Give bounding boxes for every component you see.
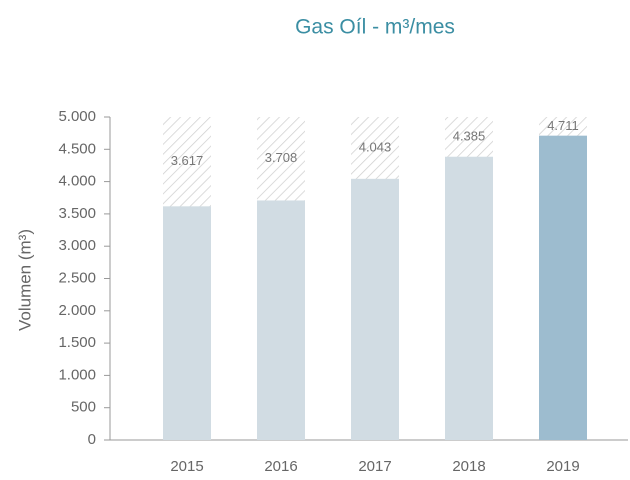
x-tick-label: 2015 [170, 458, 203, 475]
bar [163, 206, 211, 440]
bar [257, 200, 305, 440]
bar [539, 135, 587, 440]
y-tick-label: 4.000 [58, 173, 96, 190]
y-tick-label: 4.500 [58, 140, 96, 157]
x-tick-label: 2017 [358, 458, 391, 475]
y-tick-label: 3.500 [58, 205, 96, 222]
chart-title: Gas Oíl - m³/mes [295, 16, 455, 39]
value-label: 3.617 [171, 153, 204, 168]
y-tick-label: 0 [88, 431, 96, 448]
value-label: 4.385 [453, 128, 486, 143]
y-tick-label: 2.000 [58, 302, 96, 319]
x-tick-label: 2018 [452, 458, 485, 475]
value-label: 4.043 [359, 139, 392, 154]
y-tick-label: 2.500 [58, 269, 96, 286]
value-label: 4.711 [547, 118, 579, 133]
y-tick-label: 500 [71, 399, 96, 416]
y-tick-label: 1.000 [58, 366, 96, 383]
y-tick-label: 5.000 [58, 108, 96, 125]
bar [445, 156, 493, 440]
x-tick-label: 2019 [546, 458, 579, 475]
y-axis-label: Volumen (m³) [15, 229, 34, 331]
value-label: 3.708 [265, 150, 298, 165]
x-tick-label: 2016 [264, 458, 297, 475]
y-tick-label: 3.000 [58, 237, 96, 254]
y-tick-label: 1.500 [58, 334, 96, 351]
bar [351, 178, 399, 440]
